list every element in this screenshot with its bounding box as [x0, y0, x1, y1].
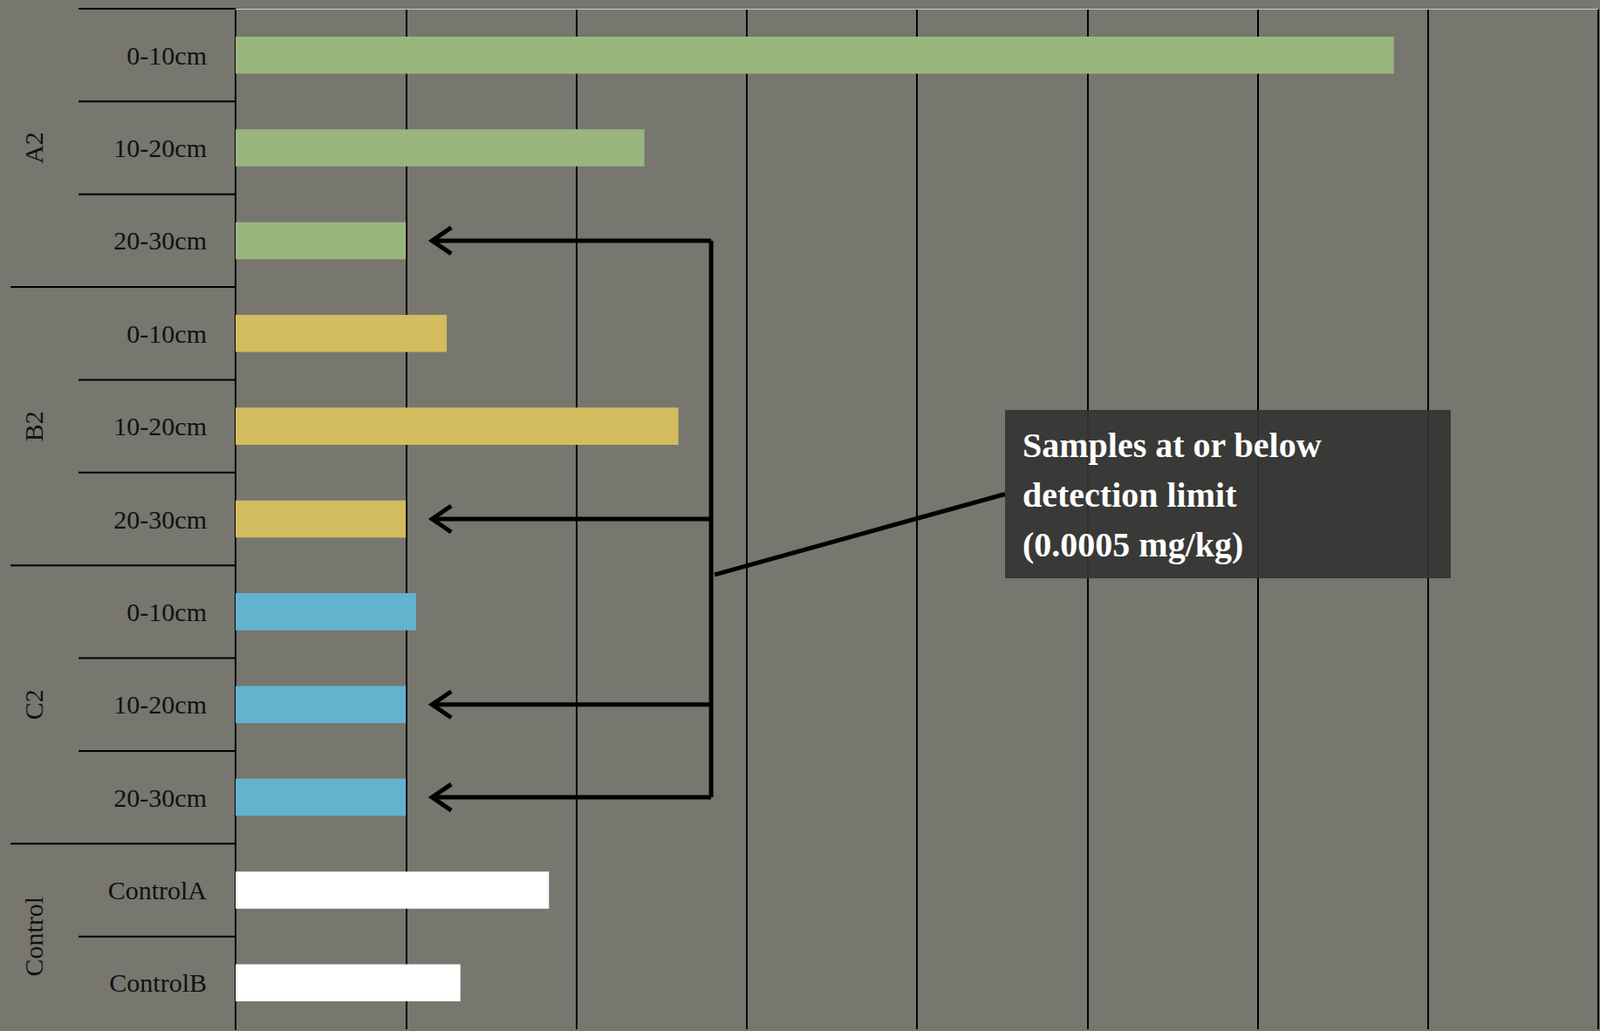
svg-text:10-20cm: 10-20cm — [113, 133, 207, 163]
svg-text:Control: Control — [19, 896, 48, 978]
svg-text:20-30cm: 20-30cm — [113, 505, 207, 534]
svg-text:C2: C2 — [19, 689, 48, 720]
svg-text:detection limit: detection limit — [1022, 475, 1238, 515]
svg-text:20-30cm: 20-30cm — [113, 225, 207, 255]
svg-text:ControlA: ControlA — [108, 875, 208, 905]
svg-text:B2: B2 — [19, 410, 48, 442]
svg-text:Samples at or below: Samples at or below — [1022, 425, 1322, 465]
svg-text:10-20cm: 10-20cm — [113, 411, 207, 441]
svg-text:10-20cm: 10-20cm — [113, 690, 207, 719]
svg-text:(0.0005 mg/kg): (0.0005 mg/kg) — [1022, 525, 1244, 565]
svg-text:0-10cm: 0-10cm — [126, 41, 207, 70]
svg-text:20-30cm: 20-30cm — [113, 783, 207, 813]
svg-text:0-10cm: 0-10cm — [126, 597, 207, 627]
svg-text:0-10cm: 0-10cm — [126, 319, 207, 349]
svg-text:A2: A2 — [19, 131, 48, 165]
svg-text:ControlB: ControlB — [109, 968, 207, 998]
